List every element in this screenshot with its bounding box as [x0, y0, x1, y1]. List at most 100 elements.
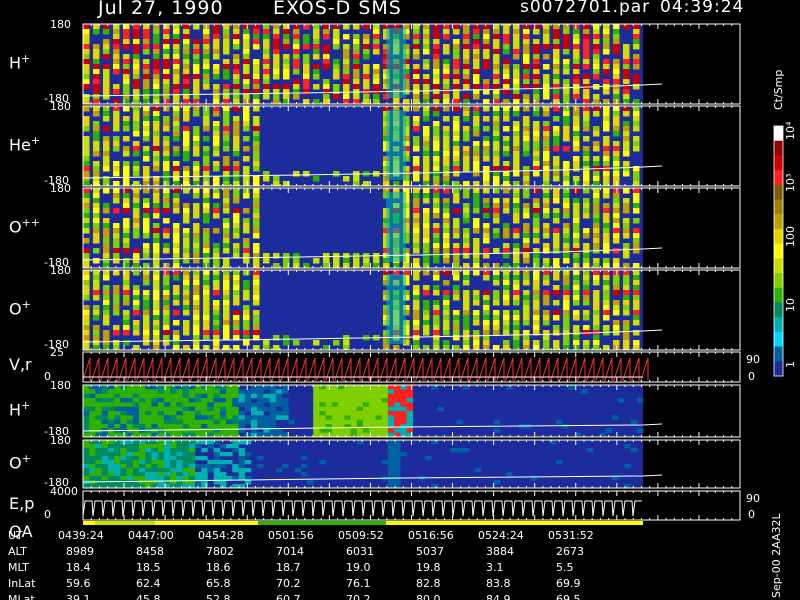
spectrogram-cell [503, 126, 510, 132]
spectrogram-cell [143, 248, 150, 254]
spectrogram-cell [133, 39, 140, 45]
spectrogram-cell [623, 305, 630, 311]
spectrogram-cell [193, 300, 200, 306]
energy-cell [549, 440, 557, 445]
y-tick-bottom: -180 [44, 256, 69, 269]
spectrogram-cell [623, 44, 630, 50]
energy-cell [232, 411, 239, 416]
spectrogram-cell [203, 290, 210, 296]
spectrogram-cell [183, 181, 190, 187]
spectrogram-cell [223, 64, 230, 70]
energy-cell [170, 411, 177, 416]
spectrogram-cell [113, 116, 120, 122]
spectrogram-cell [493, 24, 500, 30]
spectrogram-cell [513, 243, 520, 249]
energy-cell [182, 464, 190, 469]
spectrogram-cell [603, 79, 610, 85]
spectrogram-cell [613, 151, 620, 157]
spectrogram-cell [563, 203, 570, 209]
spectrogram-cell [403, 89, 410, 95]
spectrogram-cell [403, 320, 410, 326]
spectrogram-cell [443, 345, 450, 351]
energy-cell [213, 472, 221, 477]
spectrogram-cell [183, 270, 190, 276]
spectrogram-cell [553, 248, 560, 254]
energy-cell [151, 389, 158, 394]
spectrogram-cell [193, 94, 200, 100]
spectrogram-cell [623, 253, 630, 259]
spectrogram-cell [413, 156, 420, 162]
energy-cell [251, 393, 258, 399]
energy-cell [139, 440, 146, 445]
spectrogram-cell [503, 270, 510, 276]
spectrogram-cell [453, 161, 460, 167]
energy-cell [89, 411, 96, 416]
energy-cell [182, 484, 190, 489]
spectrogram-cell [103, 161, 110, 167]
spectrogram-cell [563, 166, 570, 172]
spectrogram-cell [113, 84, 120, 90]
spectrogram-cell [253, 223, 260, 229]
spectrogram-cell [223, 161, 230, 167]
spectrogram-cell [373, 99, 380, 105]
energy-cell [132, 460, 140, 465]
spectrogram-cell [133, 203, 140, 209]
spectrogram-cell [553, 233, 560, 239]
energy-cell [300, 472, 308, 477]
energy-cell [157, 398, 165, 403]
spectrogram-cell [173, 146, 180, 152]
spectrogram-cell [173, 340, 180, 346]
energy-cell [195, 389, 202, 394]
spectrogram-cell [433, 310, 440, 316]
spectrogram-cell [483, 198, 490, 204]
spectrogram-cell [493, 233, 500, 239]
spectrogram-cell [633, 310, 640, 316]
spectrogram-cell [183, 188, 190, 194]
spectrogram-cell [183, 141, 190, 147]
spectrogram-cell [573, 59, 580, 65]
energy-cell [475, 468, 482, 473]
spectrogram-cell [403, 258, 410, 264]
spectrogram-cell [243, 218, 250, 224]
spectrogram-cell [523, 208, 530, 214]
spectrogram-cell [173, 151, 180, 157]
energy-cell [89, 406, 96, 412]
spectrogram-cell [253, 74, 260, 80]
energy-cell [188, 406, 196, 412]
spectrogram-cell [153, 89, 160, 95]
energy-cell [406, 402, 414, 407]
spectrogram-cell [553, 64, 560, 70]
spectrogram-cell [263, 345, 270, 351]
spectrogram-cell [603, 136, 610, 142]
spectrogram-cell [443, 126, 450, 132]
spectrogram-cell [133, 166, 140, 172]
spectrogram-cell [143, 171, 150, 177]
spectrogram-cell [83, 340, 90, 346]
spectrogram-cell [193, 285, 200, 291]
spectrogram-cell [153, 335, 160, 341]
spectrogram-cell [403, 151, 410, 157]
spectrogram-cell [423, 34, 430, 40]
spectrogram-cell [403, 218, 410, 224]
spectrogram-cell [213, 203, 220, 209]
spectrogram-cell [513, 181, 520, 187]
spectrogram-cell [83, 228, 90, 234]
spectrogram-cell [483, 305, 490, 311]
energy-cell [394, 389, 401, 394]
spectrogram-cell [523, 29, 530, 35]
spectrogram-cell [633, 141, 640, 147]
spectrogram-cell [563, 111, 570, 117]
spectrogram-cell [83, 39, 90, 45]
spectrogram-cell [343, 345, 350, 351]
spectrogram-cell [293, 24, 300, 30]
spectrogram-cell [133, 345, 140, 351]
spectrogram-cell [583, 243, 590, 249]
spectrogram-cell [523, 171, 530, 177]
spectrogram-cell [173, 49, 180, 55]
spectrogram-cell [183, 208, 190, 214]
spectrogram-cell [533, 290, 540, 296]
energy-cell [338, 432, 345, 438]
spectrogram-cell [613, 64, 620, 70]
energy-cell [83, 393, 90, 399]
energy-cell [89, 472, 96, 477]
